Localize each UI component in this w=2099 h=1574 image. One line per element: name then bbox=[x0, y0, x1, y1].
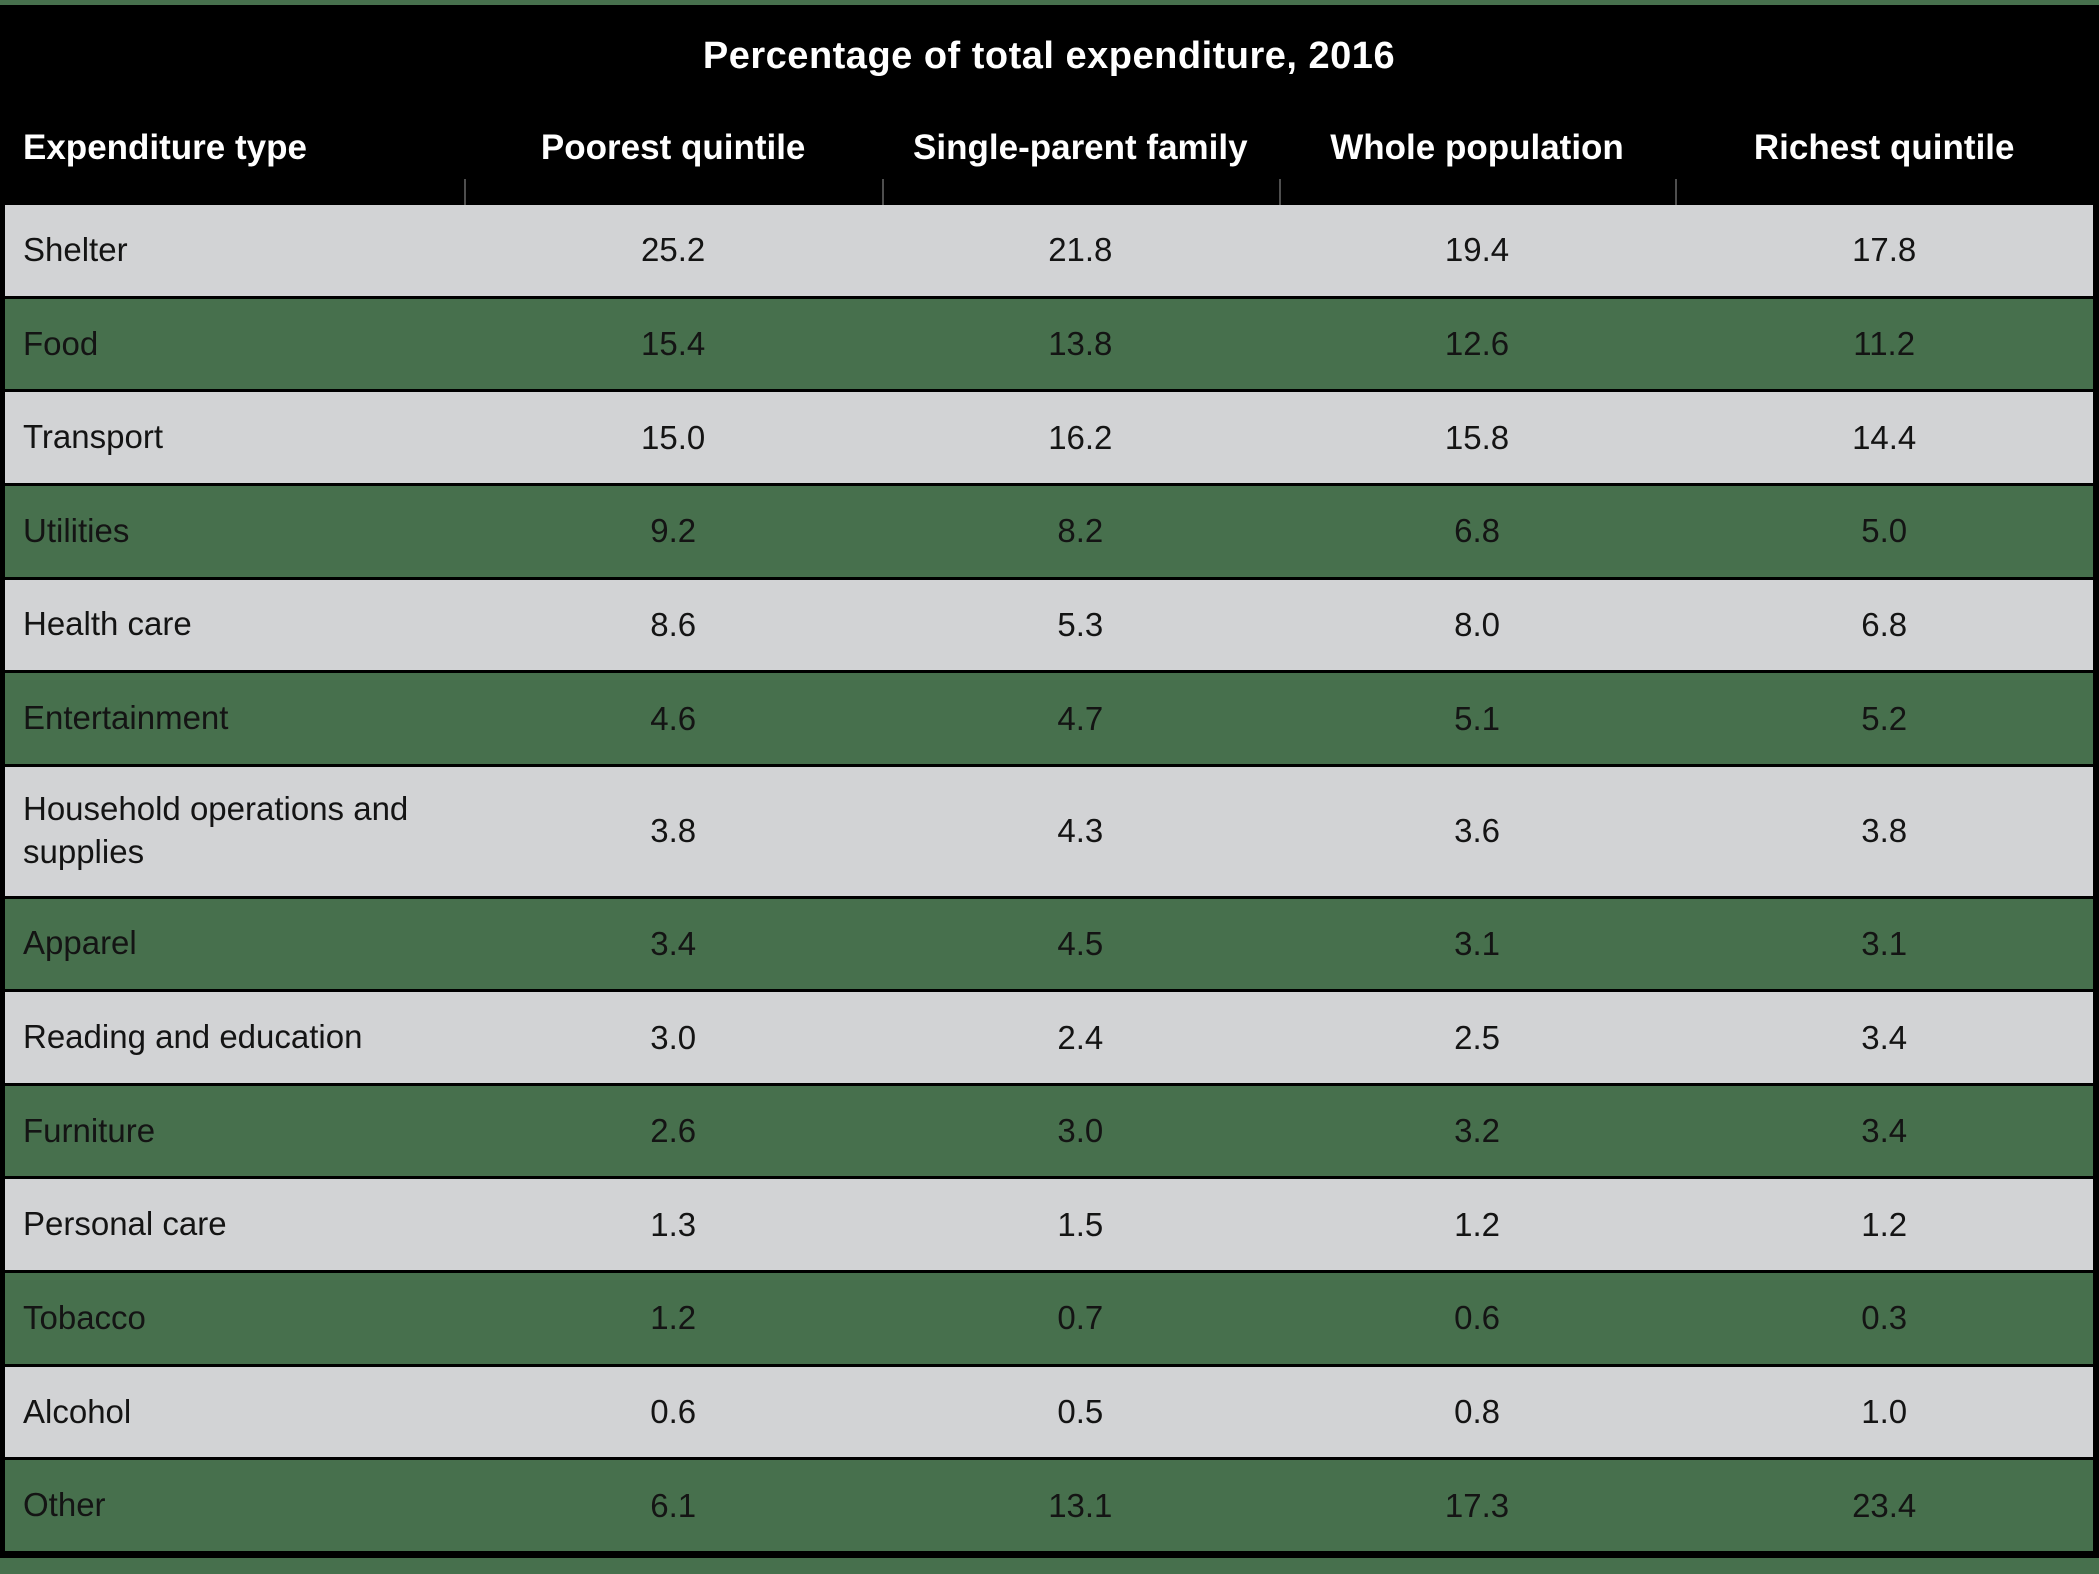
cell-value: 5.2 bbox=[1861, 699, 1908, 737]
cell-value: 3.4 bbox=[1861, 1018, 1908, 1056]
row-label: Other bbox=[23, 1486, 106, 1524]
cell-value: 6.8 bbox=[1454, 512, 1500, 550]
table-row: Utilities 9.2 8.2 6.8 5.0 bbox=[5, 482, 2093, 577]
row-label: Food bbox=[23, 324, 99, 362]
table-frame: Percentage of total expenditure, 2016 Ex… bbox=[0, 5, 2099, 1558]
cell-value: 8.6 bbox=[650, 605, 697, 643]
row-label: Transport bbox=[23, 418, 163, 456]
cell-value: 13.8 bbox=[1048, 324, 1113, 362]
cell-value: 3.2 bbox=[1454, 1112, 1500, 1150]
row-label: Tobacco bbox=[23, 1298, 146, 1336]
cell-value: 21.8 bbox=[1048, 231, 1113, 269]
cell-value: 12.6 bbox=[1444, 324, 1510, 362]
table-row: Tobacco 1.2 0.7 0.6 0.3 bbox=[5, 1270, 2093, 1364]
cell-value: 14.4 bbox=[1852, 418, 1917, 456]
cell-value: 8.0 bbox=[1454, 605, 1500, 643]
cell-value: 17.3 bbox=[1444, 1486, 1510, 1524]
cell-value: 2.5 bbox=[1454, 1018, 1500, 1056]
cell-value: 3.8 bbox=[1861, 812, 1908, 850]
table-body: Shelter 25.2 21.8 19.4 17.8 Food 15.4 13.8 12.6 1… bbox=[5, 205, 2093, 1551]
cell-value: 4.3 bbox=[1057, 812, 1104, 850]
cell-value: 19.4 bbox=[1444, 231, 1510, 269]
table-row: Other 6.1 13.1 17.3 23.4 bbox=[5, 1457, 2093, 1551]
cell-value: 23.4 bbox=[1852, 1486, 1917, 1524]
table-row: Furniture 2.6 3.0 3.2 3.4 bbox=[5, 1082, 2093, 1177]
table-row: Apparel 3.4 4.5 3.1 3.1 bbox=[5, 895, 2093, 990]
table-row: Reading and education 3.0 2.4 2.5 3.4 bbox=[5, 989, 2093, 1083]
column-header-1: Poorest quintile bbox=[464, 105, 882, 205]
cell-value: 1.2 bbox=[1861, 1205, 1908, 1243]
cell-value: 1.5 bbox=[1057, 1205, 1104, 1243]
row-label: Utilities bbox=[23, 511, 130, 549]
cell-value: 2.6 bbox=[650, 1112, 697, 1150]
row-label: Reading and education bbox=[23, 1018, 363, 1056]
cell-value: 1.0 bbox=[1861, 1393, 1908, 1431]
cell-value: 3.8 bbox=[650, 812, 697, 850]
cell-value: 11.2 bbox=[1853, 324, 1916, 362]
cell-value: 1.2 bbox=[650, 1299, 697, 1337]
cell-value: 0.6 bbox=[650, 1393, 697, 1431]
table-row: Personal care 1.3 1.5 1.2 1.2 bbox=[5, 1176, 2093, 1271]
cell-value: 1.3 bbox=[650, 1205, 697, 1243]
cell-value: 15.4 bbox=[641, 324, 706, 362]
cell-value: 25.2 bbox=[641, 231, 706, 269]
cell-value: 1.2 bbox=[1454, 1205, 1500, 1243]
cell-value: 0.8 bbox=[1454, 1393, 1500, 1431]
table-row: Food 15.4 13.8 12.6 11.2 bbox=[5, 295, 2093, 390]
cell-value: 0.6 bbox=[1454, 1299, 1500, 1337]
table-header: Percentage of total expenditure, 2016 Ex… bbox=[5, 5, 2093, 205]
cell-value: 9.2 bbox=[650, 512, 697, 550]
cell-value: 15.8 bbox=[1444, 418, 1510, 456]
table-row: Transport 15.0 16.2 15.8 14.4 bbox=[5, 389, 2093, 483]
cell-value: 3.0 bbox=[1057, 1112, 1104, 1150]
cell-value: 0.3 bbox=[1861, 1299, 1908, 1337]
row-label: Entertainment bbox=[23, 699, 229, 737]
cell-value: 3.6 bbox=[1454, 812, 1500, 850]
table-row: Health care 8.6 5.3 8.0 6.8 bbox=[5, 576, 2093, 671]
column-header-2: Single-parent family bbox=[881, 105, 1279, 205]
cell-value: 0.7 bbox=[1057, 1299, 1104, 1337]
cell-value: 6.1 bbox=[650, 1486, 697, 1524]
cell-value: 4.6 bbox=[650, 699, 697, 737]
cell-value: 4.7 bbox=[1057, 699, 1104, 737]
row-label: Apparel bbox=[23, 924, 137, 962]
cell-value: 6.8 bbox=[1861, 605, 1908, 643]
table-row: Alcohol 0.6 0.5 0.8 1.0 bbox=[5, 1363, 2093, 1458]
column-header-row: Expenditure type Poorest quintile Single-p… bbox=[5, 105, 2093, 205]
cell-value: 5.1 bbox=[1454, 699, 1500, 737]
cell-value: 0.5 bbox=[1057, 1393, 1104, 1431]
row-label: Health care bbox=[23, 605, 192, 643]
cell-value: 13.1 bbox=[1048, 1486, 1113, 1524]
row-label: Furniture bbox=[23, 1111, 156, 1149]
table-row: Entertainment 4.6 4.7 5.1 5.2 bbox=[5, 670, 2093, 764]
table-row: Shelter 25.2 21.8 19.4 17.8 bbox=[5, 205, 2093, 296]
cell-value: 3.1 bbox=[1861, 924, 1908, 962]
cell-value: 16.2 bbox=[1048, 418, 1113, 456]
cell-value: 5.3 bbox=[1057, 605, 1104, 643]
column-header-0: Expenditure type bbox=[23, 128, 307, 167]
cell-value: 3.0 bbox=[650, 1018, 697, 1056]
row-label: Household operations and supplies bbox=[23, 790, 409, 871]
table-title: Percentage of total expenditure, 2016 bbox=[702, 35, 1396, 77]
row-label: Alcohol bbox=[23, 1392, 132, 1430]
cell-value: 17.8 bbox=[1852, 231, 1917, 269]
cell-value: 8.2 bbox=[1057, 512, 1104, 550]
column-header-4: Richest quintile bbox=[1675, 105, 2093, 205]
table-row: Household operations and supplies 3.8 4.3 3… bbox=[5, 763, 2093, 896]
cell-value: 3.4 bbox=[650, 924, 697, 962]
cell-value: 2.4 bbox=[1057, 1018, 1104, 1056]
row-label: Personal care bbox=[23, 1205, 227, 1243]
row-label: Shelter bbox=[23, 230, 128, 268]
cell-value: 3.4 bbox=[1861, 1112, 1908, 1150]
cell-value: 3.1 bbox=[1454, 924, 1500, 962]
column-header-3: Whole population bbox=[1278, 105, 1676, 205]
cell-value: 4.5 bbox=[1057, 924, 1104, 962]
cell-value: 15.0 bbox=[641, 418, 706, 456]
cell-value: 5.0 bbox=[1861, 512, 1908, 550]
